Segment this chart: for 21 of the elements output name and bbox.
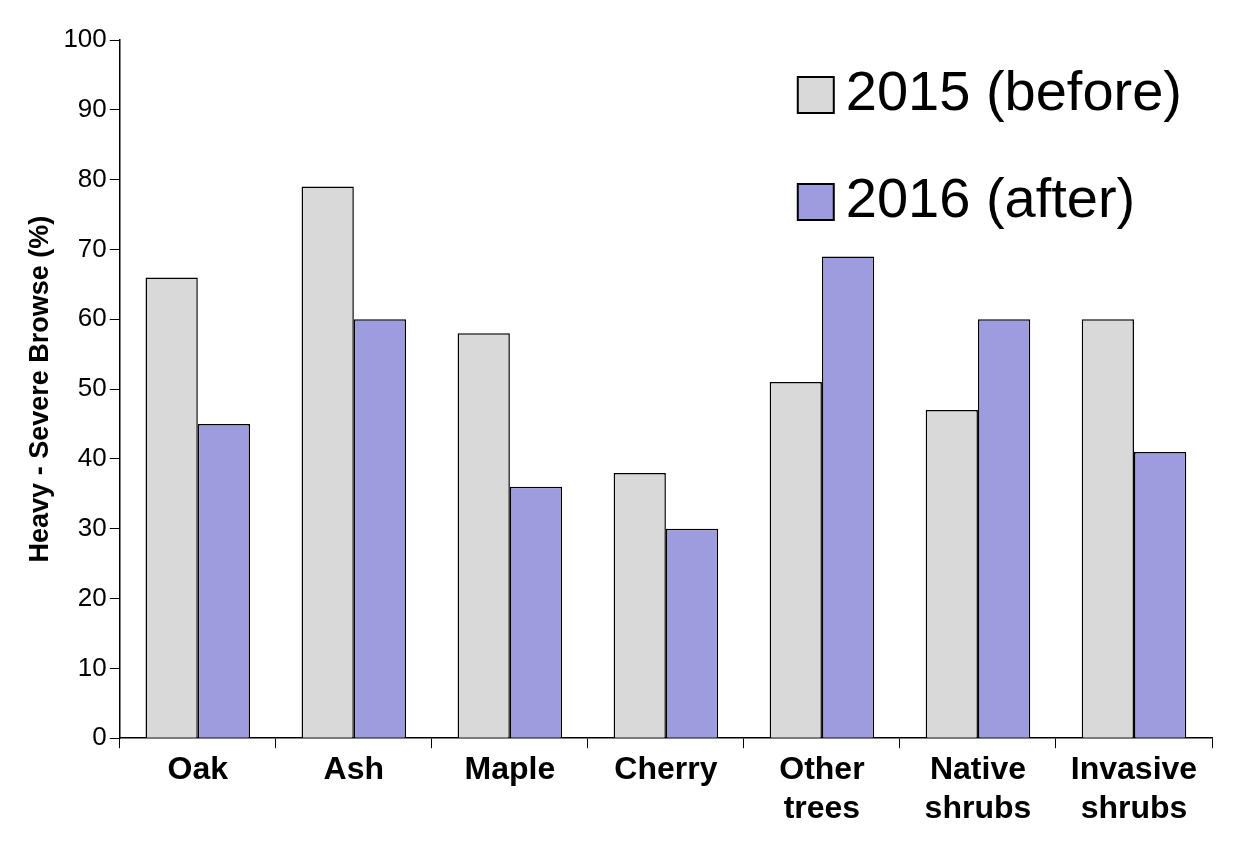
x-tick-label: Ash <box>323 750 385 787</box>
y-tick-label: 60 <box>77 302 107 333</box>
y-tick-label: 10 <box>77 651 107 682</box>
y-tick-label: 50 <box>77 372 107 403</box>
y-tick-label: 100 <box>63 23 107 54</box>
legend-label: 2015 (before) <box>845 59 1182 123</box>
y-axis-title: Heavy - Severe Browse (%) <box>23 215 54 563</box>
x-tick-label: Invasive shrubs <box>1070 750 1198 825</box>
x-tick-label: Other trees <box>779 750 865 825</box>
x-tick-label: Native shrubs <box>924 750 1032 825</box>
y-tick-label: 70 <box>77 232 107 263</box>
y-tick-label: 80 <box>77 162 107 193</box>
x-tick-label: Cherry <box>614 750 718 787</box>
x-tick-label: Maple <box>464 750 556 787</box>
legend-label: 2016 (after) <box>845 166 1136 230</box>
y-tick-label: 0 <box>92 721 107 752</box>
y-tick-label: 20 <box>77 581 107 612</box>
y-tick-label: 90 <box>77 92 107 123</box>
x-tick-label: Oak <box>167 750 229 787</box>
y-tick-label: 30 <box>77 511 107 542</box>
y-tick-label: 40 <box>77 442 107 473</box>
